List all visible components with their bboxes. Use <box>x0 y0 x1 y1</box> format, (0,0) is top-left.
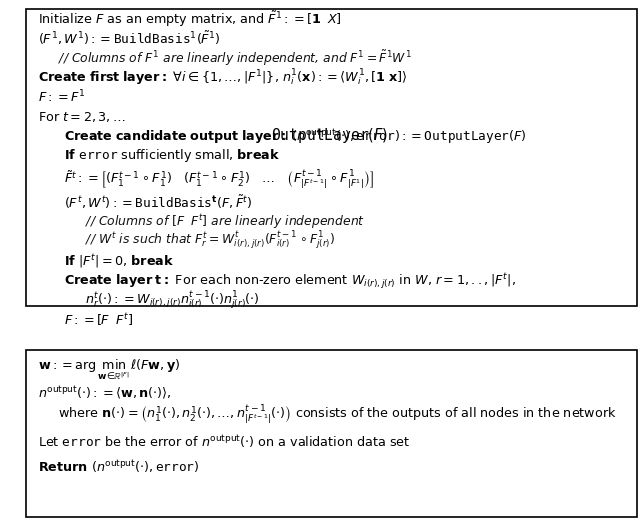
Text: $F := [F\;\;F^t]$: $F := [F\;\;F^t]$ <box>64 312 133 328</box>
Text: // Columns of $F^1$ are linearly independent, and $F^1 = \tilde{F}^1 W^1$: // Columns of $F^1$ are linearly indepen… <box>58 48 412 68</box>
Text: $(F^1, W^1) := \mathtt{BuildBasis}^1(\tilde{F}^1)$: $(F^1, W^1) := \mathtt{BuildBasis}^1(\ti… <box>38 30 221 48</box>
Text: Let $\mathtt{error}$ be the error of $n^{\mathrm{output}}(\cdot)$ on a validatio: Let $\mathtt{error}$ be the error of $n^… <box>38 434 411 450</box>
Text: $\mathbf{w} := \arg\min_{\mathbf{w}\in\mathbb{R}^{|F|}} \ell(F\mathbf{w}, \mathb: $\mathbf{w} := \arg\min_{\mathbf{w}\in\m… <box>38 357 180 382</box>
Text: $\mathtt{OutputLayer}(F)$: $\mathtt{OutputLayer}(F)$ <box>271 127 388 145</box>
Text: // $W^t$ is such that $F_r^t = W^t_{i(r),j(r)}(F^{t-1}_{i(r)} \circ F^1_{j(r)})$: // $W^t$ is such that $F_r^t = W^t_{i(r)… <box>85 230 335 252</box>
Text: Initialize $F$ as an empty matrix, and $\tilde{F}^1 := [\mathbf{1}\;\; X]$: Initialize $F$ as an empty matrix, and $… <box>38 9 342 29</box>
Text: $\mathbf{If}$ $\mathtt{error}$ sufficiently small, $\mathbf{break}$: $\mathbf{If}$ $\mathtt{error}$ sufficien… <box>64 147 280 164</box>
Text: For $t = 2, 3, \ldots$: For $t = 2, 3, \ldots$ <box>38 110 126 123</box>
Text: $F := F^1$: $F := F^1$ <box>38 89 86 106</box>
Text: $(F^t, W^t) := \mathtt{BuildBasis}^{\mathbf{t}}(F, \tilde{F}^t)$: $(F^t, W^t) := \mathtt{BuildBasis}^{\mat… <box>64 194 252 211</box>
Text: $n^{\mathrm{output}}(\cdot) := \langle\mathbf{w}, \mathbf{n}(\cdot)\rangle,$: $n^{\mathrm{output}}(\cdot) := \langle\m… <box>38 384 172 401</box>
Text: $\mathbf{If}$ $|F^t| = 0$, $\mathbf{break}$: $\mathbf{If}$ $|F^t| = 0$, $\mathbf{brea… <box>64 252 174 270</box>
Bar <box>26 9 637 306</box>
Text: $\mathbf{Create\;candidate\;output\;layer:}$ $(n^{\mathrm{output}}(\cdot), \math: $\mathbf{Create\;candidate\;output\;laye… <box>64 127 527 146</box>
Text: // Columns of $[F\;\;F^t]$ are linearly independent: // Columns of $[F\;\;F^t]$ are linearly … <box>85 212 365 231</box>
Text: $\tilde{F}^t := \left[(F_1^{t-1} \circ F_1^1)\quad (F_1^{t-1} \circ F_2^1)\quad\: $\tilde{F}^t := \left[(F_1^{t-1} \circ F… <box>64 168 374 191</box>
Text: where $\mathbf{n}(\cdot) = \left(n_1^1(\cdot), n_2^1(\cdot), \ldots, n_{|F^{t-1}: where $\mathbf{n}(\cdot) = \left(n_1^1(\… <box>58 404 616 427</box>
Text: $\mathbf{Create\;layer\;t:}$ For each non-zero element $W_{i(r),j(r)}$ in $W$, $: $\mathbf{Create\;layer\;t:}$ For each no… <box>64 271 516 291</box>
Text: $\mathbf{Create\;first\;layer:}$ $\forall i \in \{1,\ldots,|F^1|\}$, $n_i^1(\mat: $\mathbf{Create\;first\;layer:}$ $\foral… <box>38 68 408 88</box>
Bar <box>26 350 637 517</box>
Text: $\mathbf{Return}$ $(n^{\mathrm{output}}(\cdot), \mathtt{error})$: $\mathbf{Return}$ $(n^{\mathrm{output}}(… <box>38 458 200 475</box>
Text: $n_r^t(\cdot) := W_{i(r),j(r)}n^{t-1}_{i(r)}(\cdot)n^1_{j(r)}(\cdot)$: $n_r^t(\cdot) := W_{i(r),j(r)}n^{t-1}_{i… <box>85 290 260 312</box>
